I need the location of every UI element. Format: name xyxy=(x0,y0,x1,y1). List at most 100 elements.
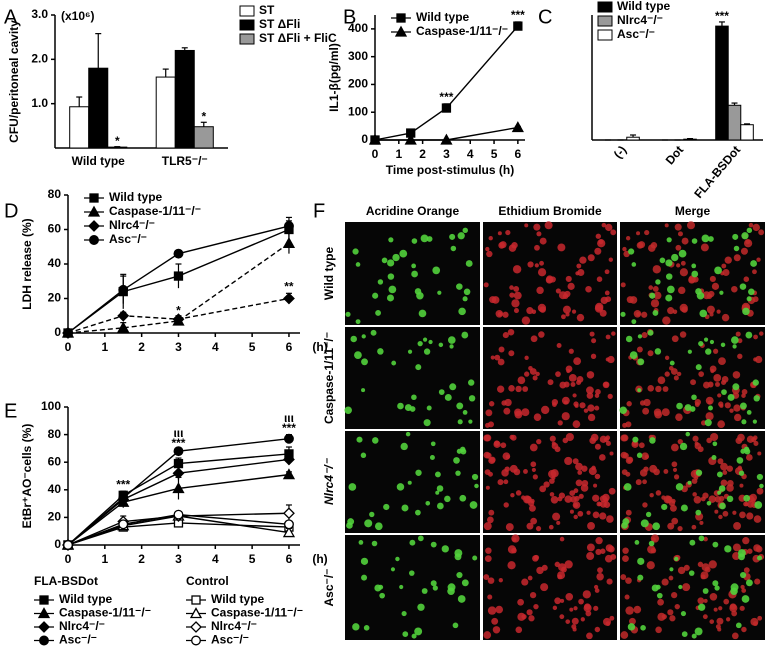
cell xyxy=(603,617,611,626)
cell xyxy=(524,355,529,360)
cell xyxy=(716,309,721,314)
cell xyxy=(436,485,444,492)
cell xyxy=(647,545,656,554)
x-tick-label: 6 xyxy=(515,147,522,161)
bar xyxy=(193,126,214,149)
cell xyxy=(587,522,595,530)
legend-label: Caspase-1/11⁻/⁻ xyxy=(211,606,303,620)
cell xyxy=(648,244,656,252)
cell xyxy=(662,316,671,325)
cell xyxy=(549,492,555,497)
cell xyxy=(576,376,584,383)
cell xyxy=(650,299,660,308)
significance: * xyxy=(201,109,206,123)
cell xyxy=(507,561,516,570)
cell xyxy=(589,437,597,444)
cell xyxy=(717,420,726,429)
cell xyxy=(665,294,673,302)
cell xyxy=(674,223,682,231)
x-tick-label: 6 xyxy=(286,552,293,566)
cell xyxy=(625,577,632,584)
legend-label: Wild type xyxy=(416,10,470,24)
cell xyxy=(529,443,538,452)
marker xyxy=(513,21,523,31)
cell xyxy=(742,536,750,545)
cell xyxy=(593,483,598,488)
cell xyxy=(552,605,558,611)
cell xyxy=(565,432,574,442)
cell xyxy=(555,288,561,294)
cell xyxy=(543,481,550,488)
cell xyxy=(641,332,648,339)
cell xyxy=(430,441,436,447)
marker xyxy=(394,25,408,37)
cell xyxy=(733,522,742,530)
cell xyxy=(415,364,422,371)
cell xyxy=(739,483,744,488)
cell xyxy=(578,598,584,605)
cell xyxy=(746,512,754,520)
legend-label: Wild type xyxy=(211,592,265,606)
cell xyxy=(532,375,538,381)
marker xyxy=(404,133,417,145)
y-tick-label: 20 xyxy=(48,291,62,305)
cell xyxy=(608,487,616,495)
cell xyxy=(502,332,509,339)
cell xyxy=(680,611,687,617)
cell xyxy=(498,346,505,353)
cell xyxy=(610,553,617,560)
series-line xyxy=(67,297,290,334)
cell xyxy=(534,244,540,251)
micrograph xyxy=(620,327,765,429)
cell xyxy=(430,580,437,587)
cell xyxy=(391,360,397,366)
cell xyxy=(746,410,752,415)
cell xyxy=(581,479,589,487)
cell xyxy=(573,488,579,494)
cell xyxy=(741,588,747,593)
cell xyxy=(669,567,674,572)
cell xyxy=(447,336,456,344)
cell xyxy=(733,404,741,412)
cell xyxy=(444,393,452,401)
cell xyxy=(517,612,526,621)
cell xyxy=(594,247,602,255)
legend-label: Nlrc4⁻/⁻ xyxy=(59,619,105,633)
cell xyxy=(453,457,460,464)
bar xyxy=(155,76,176,149)
cell xyxy=(750,617,759,626)
cell xyxy=(378,584,384,590)
cell xyxy=(649,493,654,498)
cell xyxy=(595,233,601,239)
cell xyxy=(462,296,468,302)
cell xyxy=(758,229,765,236)
cell xyxy=(642,502,648,508)
cell xyxy=(605,223,613,232)
cell xyxy=(679,331,687,338)
cell xyxy=(746,227,753,234)
cell xyxy=(656,592,663,599)
cell xyxy=(752,419,757,424)
cell xyxy=(530,461,537,468)
cell xyxy=(664,371,670,377)
cell xyxy=(492,626,501,634)
cell xyxy=(547,379,554,386)
cell xyxy=(564,290,571,298)
cell xyxy=(355,319,361,325)
cell xyxy=(599,309,607,317)
cell xyxy=(646,561,655,570)
cell xyxy=(706,437,712,444)
cell xyxy=(521,578,529,586)
cell xyxy=(665,259,673,267)
cell xyxy=(586,552,595,561)
cell xyxy=(586,543,595,552)
cell xyxy=(753,334,758,340)
cell xyxy=(708,560,717,569)
cell xyxy=(494,354,501,361)
cell xyxy=(708,405,713,411)
cell xyxy=(741,388,748,395)
cell xyxy=(716,617,724,625)
cell xyxy=(497,479,504,486)
cell xyxy=(484,555,492,563)
cell xyxy=(597,502,602,507)
